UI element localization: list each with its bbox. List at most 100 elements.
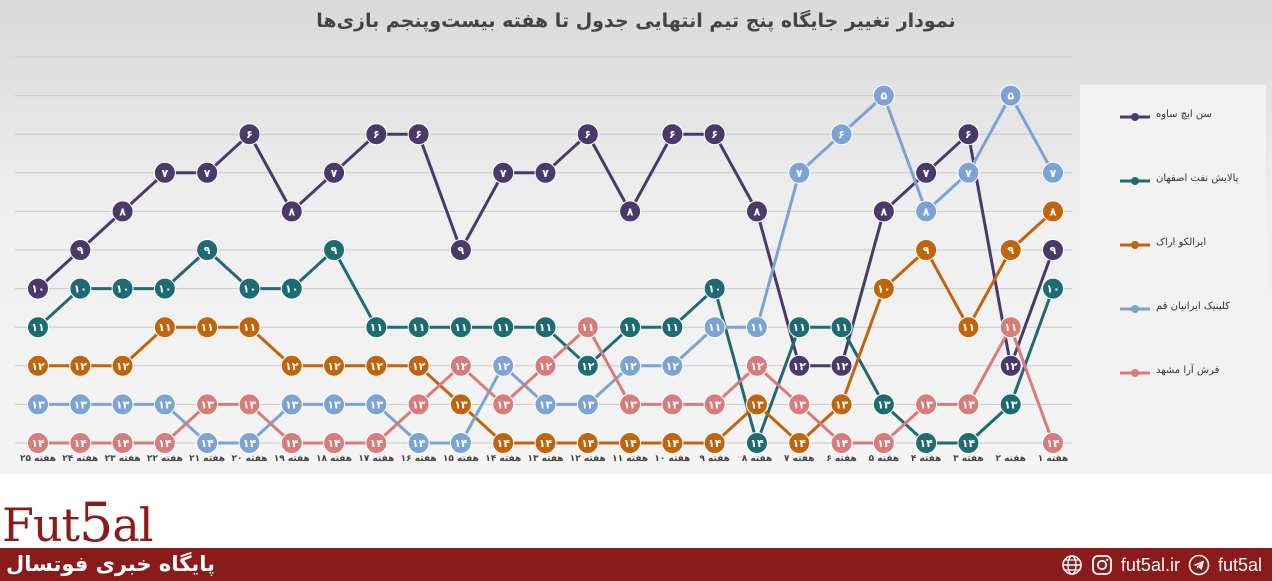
- legend-swatch: [1120, 241, 1150, 249]
- data-point: [661, 393, 684, 416]
- data-point: [957, 161, 980, 184]
- series-line: [38, 94, 1055, 445]
- data-point: [915, 393, 938, 416]
- legend-swatch-marker: [1131, 369, 1139, 377]
- data-point: [492, 432, 515, 454]
- data-label: ۱۰: [158, 283, 171, 296]
- data-label: ۱۳: [1004, 398, 1018, 411]
- telegram-icon[interactable]: [1188, 554, 1210, 576]
- data-label: ۹: [77, 244, 84, 257]
- data-label: ۱۴: [496, 437, 510, 450]
- data-label: ۹: [1007, 244, 1014, 257]
- site-link[interactable]: fut5al.ir: [1120, 554, 1180, 575]
- data-label: ۱۳: [327, 398, 341, 411]
- legend-swatch-marker: [1131, 241, 1139, 249]
- x-tick-label: هفته ۲: [995, 454, 1025, 464]
- line-chart: هفته ۲۵ هفته ۲۴ هفته ۲۳ هفته ۲۲ هفته ۲۱ هفته …: [15, 56, 1072, 464]
- x-tick-label: هفته ۱: [1038, 454, 1068, 464]
- fut5al-logo[interactable]: Fut5al: [2, 496, 154, 550]
- data-label: ۷: [162, 167, 169, 180]
- x-tick-label: هفته ۱۷: [358, 454, 394, 464]
- data-point: [27, 354, 49, 377]
- data-point: [323, 393, 346, 416]
- data-label: ۱۲: [31, 360, 45, 373]
- data-point: [323, 239, 346, 261]
- data-point: [365, 123, 388, 146]
- footer: Fut5al پایگاه خبری فوتسال fut5al.ir fut5…: [0, 474, 1272, 581]
- data-label: ۶: [373, 128, 380, 141]
- data-point: [999, 316, 1022, 339]
- data-point: [492, 316, 515, 339]
- globe-icon[interactable]: [1061, 554, 1083, 576]
- data-point: [153, 393, 176, 416]
- data-label: ۱۳: [496, 398, 510, 411]
- data-point: [153, 316, 176, 339]
- data-point: [1042, 277, 1064, 300]
- logo-text-b: 5: [79, 491, 113, 554]
- data-point: [534, 354, 557, 377]
- data-label: ۱۴: [285, 437, 299, 450]
- data-point: [365, 316, 388, 339]
- data-label: ۱۱: [454, 321, 467, 334]
- data-label: ۶: [669, 128, 676, 141]
- data-label: ۶: [711, 128, 718, 141]
- data-point: [492, 161, 515, 184]
- data-label: ۱۴: [750, 437, 764, 450]
- data-label: ۷: [542, 167, 549, 180]
- x-tick-label: هفته ۶: [826, 454, 856, 464]
- x-tick-label: هفته ۲۴: [62, 454, 98, 464]
- data-point: [365, 354, 388, 377]
- data-point: [872, 84, 895, 107]
- data-point: [1042, 161, 1064, 184]
- x-tick-label: هفته ۵: [869, 454, 899, 464]
- legend-label: کلینیک ایرانیان قم: [1156, 301, 1230, 312]
- data-point: [365, 393, 388, 416]
- data-point: [280, 354, 303, 377]
- data-label: ۱۳: [200, 398, 214, 411]
- instagram-icon[interactable]: [1091, 554, 1113, 576]
- data-label: ۱۴: [835, 437, 849, 450]
- data-point: [111, 393, 134, 416]
- data-label: ۱۳: [158, 398, 172, 411]
- data-point: [788, 161, 811, 184]
- data-point: [69, 354, 92, 377]
- data-point: [407, 123, 430, 146]
- data-label: ۸: [119, 205, 126, 218]
- data-label: ۹: [923, 244, 930, 257]
- data-point: [703, 393, 726, 416]
- data-label: ۱۱: [1004, 321, 1017, 334]
- data-point: [703, 316, 726, 339]
- legend-swatch: [1120, 177, 1150, 185]
- data-label: ۱۲: [285, 360, 299, 373]
- data-label: ۱۳: [31, 398, 45, 411]
- data-label: ۶: [584, 128, 591, 141]
- x-tick-label: هفته ۱۲: [570, 454, 606, 464]
- data-point: [1042, 200, 1064, 223]
- data-label: ۱۲: [835, 360, 849, 373]
- data-point: [196, 316, 219, 339]
- x-tick-label: هفته ۱۸: [316, 454, 352, 464]
- data-point: [999, 239, 1022, 261]
- data-point: [238, 123, 261, 146]
- data-point: [323, 354, 346, 377]
- x-tick-label: هفته ۲۳: [105, 454, 141, 464]
- data-point: [449, 393, 472, 416]
- data-point: [153, 161, 176, 184]
- data-point: [619, 393, 642, 416]
- data-label: ۱۰: [243, 283, 256, 296]
- telegram-handle[interactable]: fut5al: [1217, 554, 1262, 575]
- legend: سن ایچ ساوه پالایش نفت اصفهان ایرالکو اراک…: [1080, 85, 1266, 407]
- data-point: [534, 161, 557, 184]
- data-label: ۱۳: [919, 398, 933, 411]
- data-label: ۱۴: [454, 437, 468, 450]
- data-label: ۱۲: [454, 360, 468, 373]
- data-label: ۱۲: [666, 360, 680, 373]
- data-label: ۱۰: [74, 283, 87, 296]
- x-tick-label: هفته ۲۱: [189, 454, 225, 464]
- data-label: ۱۴: [708, 437, 722, 450]
- legend-item: ایرالکو اراک: [1080, 235, 1266, 255]
- x-tick-label: هفته ۸: [742, 454, 772, 464]
- legend-item: فرش آرا مشهد: [1080, 363, 1266, 383]
- data-point: [915, 239, 938, 261]
- data-point: [788, 393, 811, 416]
